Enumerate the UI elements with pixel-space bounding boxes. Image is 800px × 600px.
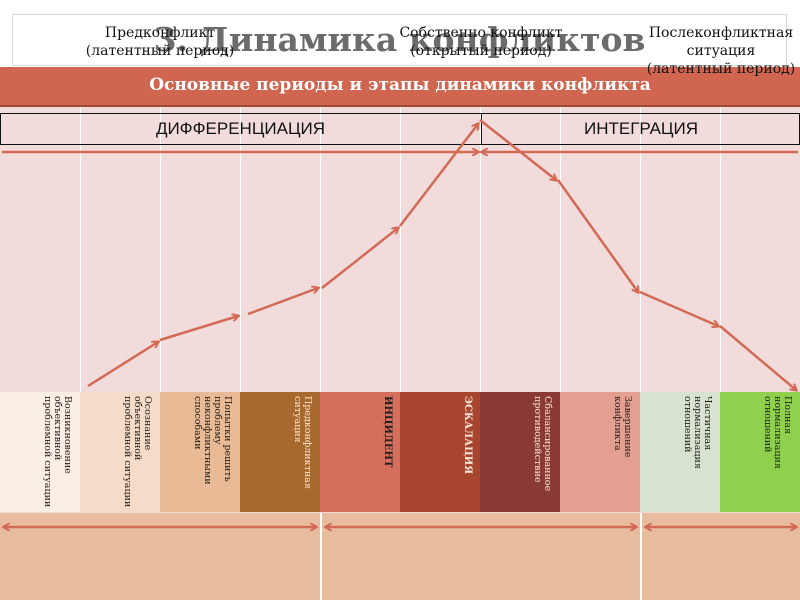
- grid-line: [80, 107, 81, 392]
- grid-line: [560, 107, 561, 392]
- period-3-title: Послеконфликтная ситуация: [648, 25, 794, 59]
- page-title: 3. Динамика конфликтов: [153, 20, 646, 59]
- dynamics-arrow: [556, 179, 638, 292]
- stage-9: Частичная нормализация отношений: [640, 392, 720, 512]
- phase-integration: ИНТЕГРАЦИЯ: [481, 114, 800, 144]
- period-2: Собственно конфликт (открытый период): [322, 24, 640, 60]
- dynamics-arrow: [479, 119, 556, 180]
- period-divider: [320, 513, 322, 600]
- stage-2: Осознание объективной проблемной ситуаци…: [80, 392, 160, 512]
- period-1-title: Предконфликт: [104, 25, 216, 41]
- grid-line: [480, 107, 481, 392]
- dynamics-arrow: [247, 288, 318, 316]
- title-box: 3. Динамика конфликтов: [12, 14, 787, 66]
- period-3: Послеконфликтная ситуация (латентный пер…: [642, 24, 800, 78]
- stage-10: Полная нормализация отношений: [720, 392, 800, 512]
- period-2-subtitle: (открытый период): [410, 43, 552, 59]
- dynamics-arrow: [399, 124, 478, 227]
- grid-line: [160, 107, 161, 392]
- grid-line: [640, 107, 641, 392]
- grid-line: [320, 107, 321, 392]
- phase-row: ДИФФЕРЕНЦИАЦИЯ ИНТЕГРАЦИЯ: [0, 113, 800, 145]
- grid-line: [400, 107, 401, 392]
- phase-differentiation: ДИФФЕРЕНЦИАЦИЯ: [155, 119, 326, 138]
- period-1: Предконфликт (латентный период): [0, 24, 320, 60]
- stage-6: ЭСКАЛАЦИЯ: [400, 392, 480, 512]
- dynamics-arrow: [159, 316, 238, 342]
- period-divider: [640, 513, 642, 600]
- grid-line: [720, 107, 721, 392]
- stage-3: Попытки решить проблему неконфликтными с…: [160, 392, 240, 512]
- period-2-title: Собственно конфликт: [399, 25, 563, 41]
- stage-1: Возникновение объективной проблемной сит…: [0, 392, 80, 512]
- diagram-banner: Основные периоды и этапы динамики конфли…: [0, 67, 800, 107]
- stage-4: Предконфликтная ситуация: [240, 392, 320, 512]
- stage-8: Завершение конфликта: [560, 392, 640, 512]
- dynamics-arrow: [321, 228, 398, 289]
- grid-line: [240, 107, 241, 392]
- stage-5: ИНЦИДЕНТ: [320, 392, 400, 512]
- stage-7: Сбалансированное противодействие: [480, 392, 560, 512]
- period-3-subtitle: (латентный период): [646, 61, 796, 77]
- period-1-subtitle: (латентный период): [85, 43, 235, 59]
- dynamics-arrow: [719, 325, 796, 390]
- dynamics-arrow: [639, 290, 718, 326]
- dynamics-arrow: [87, 342, 158, 388]
